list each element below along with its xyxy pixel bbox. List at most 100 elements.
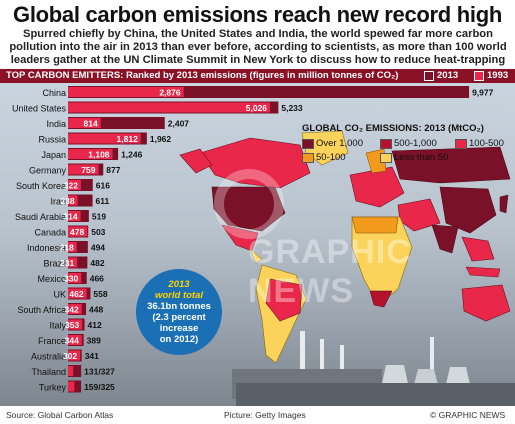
map-legend-label: Over 1,000 bbox=[316, 138, 363, 149]
footer: Source: Global Carbon Atlas Picture: Get… bbox=[0, 406, 515, 424]
value-label-2013: 389 bbox=[87, 336, 101, 346]
map-japan bbox=[499, 194, 509, 214]
bar-1993 bbox=[68, 319, 83, 330]
map-india bbox=[431, 224, 459, 254]
value-label-2013: 494 bbox=[91, 243, 105, 253]
country-label: India bbox=[46, 119, 66, 129]
bar-1993 bbox=[68, 102, 271, 113]
map-legend-title: GLOBAL CO₂ EMISSIONS: 2013 (MtCO₂) bbox=[302, 123, 484, 134]
legend-label-2013: 2013 bbox=[437, 70, 459, 81]
value-label-2013: 503 bbox=[91, 227, 105, 237]
country-label: Iran bbox=[50, 197, 66, 207]
map-legend-label: Less than 50 bbox=[394, 152, 449, 163]
country-label: Germany bbox=[29, 166, 67, 176]
bar-1993 bbox=[68, 288, 87, 299]
value-label-2013: 519 bbox=[92, 212, 106, 222]
footer-picture-credit: Picture: Getty Images bbox=[224, 410, 306, 420]
country-label: Mexico bbox=[37, 274, 66, 284]
value-label-1993: 314 bbox=[63, 212, 77, 222]
bar-1993 bbox=[68, 381, 75, 392]
map-south-africa bbox=[369, 290, 393, 308]
chimney bbox=[300, 331, 305, 391]
footer-source: Source: Global Carbon Atlas bbox=[6, 410, 114, 420]
value-label-1993: 322 bbox=[64, 181, 78, 191]
country-label: China bbox=[42, 88, 66, 98]
value-label-combined: 159/325 bbox=[84, 382, 115, 392]
map-russia bbox=[391, 146, 511, 184]
country-label: Canada bbox=[34, 228, 66, 238]
country-label: Russia bbox=[38, 135, 66, 145]
value-label-2013: 616 bbox=[96, 181, 110, 191]
value-label-2013: 482 bbox=[90, 258, 104, 268]
map-indonesia bbox=[465, 266, 501, 278]
map-legend-swatch bbox=[380, 153, 392, 163]
value-label-2013: 877 bbox=[106, 165, 120, 175]
value-label-2013: 1,962 bbox=[150, 134, 172, 144]
watermark: GRAPHIC NEWS bbox=[248, 233, 412, 310]
value-label-1993: 5,026 bbox=[246, 103, 268, 113]
map-legend-label: 500-1,000 bbox=[394, 138, 437, 149]
map-legend-swatch bbox=[302, 139, 314, 149]
value-label-1993: 231 bbox=[60, 258, 74, 268]
value-label-1993: 344 bbox=[65, 336, 79, 346]
world-total-note: (2.3 percent bbox=[152, 312, 206, 323]
map-legend-label: 50-100 bbox=[316, 152, 346, 163]
value-label-1993: 238 bbox=[60, 196, 74, 206]
country-label: Australia bbox=[31, 352, 66, 362]
country-label: Saudi Arabia bbox=[15, 212, 66, 222]
country-label: Turkey bbox=[39, 383, 67, 393]
map-brazil bbox=[265, 278, 303, 322]
map-legend-swatch bbox=[302, 153, 314, 163]
value-label-2013: 412 bbox=[88, 320, 102, 330]
bar-1993 bbox=[68, 87, 184, 97]
map-australia bbox=[461, 284, 511, 322]
country-label: France bbox=[38, 336, 66, 346]
bar-1993 bbox=[68, 242, 77, 252]
value-label-1993: 759 bbox=[81, 165, 95, 175]
value-label-2013: 558 bbox=[93, 289, 107, 299]
bar-1993 bbox=[68, 350, 81, 361]
bar-1993 bbox=[68, 335, 82, 345]
bar-1993 bbox=[68, 118, 101, 128]
legend-swatch-1993 bbox=[474, 71, 484, 81]
value-label-1993: 302 bbox=[63, 351, 77, 361]
chimney bbox=[320, 339, 324, 391]
bar-1993 bbox=[68, 133, 141, 144]
map-china bbox=[439, 186, 497, 234]
world-total-bubble: 2013 world total 36.1bn tonnes (2.3 perc… bbox=[136, 269, 222, 355]
bar-1993 bbox=[68, 304, 82, 314]
map-legend-swatch bbox=[455, 139, 467, 149]
chart-header-bar: TOP CARBON EMITTERS: Ranked by 2013 emis… bbox=[0, 69, 515, 83]
bar-1993 bbox=[68, 257, 78, 268]
country-label: South Africa bbox=[17, 305, 66, 315]
country-label: Thailand bbox=[31, 367, 66, 377]
country-label: UK bbox=[53, 290, 66, 300]
bar-1993 bbox=[68, 149, 113, 159]
world-total-label: world total bbox=[154, 290, 204, 301]
bar-1993 bbox=[68, 226, 88, 237]
chimney bbox=[430, 337, 434, 393]
value-label-2013: 611 bbox=[96, 196, 110, 206]
world-total-note: increase bbox=[159, 323, 199, 334]
map-legend-label: 100-500 bbox=[469, 138, 504, 149]
plant-building bbox=[236, 383, 515, 406]
value-label-combined: 131/327 bbox=[84, 367, 115, 377]
value-label-2013: 341 bbox=[85, 351, 99, 361]
country-label: Indonesia bbox=[27, 243, 66, 253]
value-label-1993: 814 bbox=[84, 119, 98, 129]
legend-label-1993: 1993 bbox=[487, 70, 509, 81]
world-total-note: on 2012) bbox=[159, 334, 199, 345]
chart-header-label: TOP CARBON EMITTERS: Ranked by 2013 emis… bbox=[6, 70, 399, 81]
bar-1993 bbox=[68, 180, 81, 190]
value-label-1993: 1,108 bbox=[88, 150, 110, 160]
footer-copyright: © GRAPHIC NEWS bbox=[430, 410, 506, 420]
bar-chart: China 2,876 9,977 United States 5,026 5,233 In… bbox=[12, 86, 494, 393]
value-label-1993: 2,876 bbox=[159, 88, 181, 98]
map-legend-swatch bbox=[380, 139, 392, 149]
map-north-africa bbox=[351, 216, 399, 234]
main-panel: China 2,876 9,977 United States 5,026 5,233 In… bbox=[0, 83, 515, 406]
value-label-1993: 1,812 bbox=[117, 134, 139, 144]
value-label-1993: 353 bbox=[65, 320, 79, 330]
value-label-1993: 478 bbox=[70, 227, 84, 237]
bar-1993 bbox=[68, 273, 82, 283]
